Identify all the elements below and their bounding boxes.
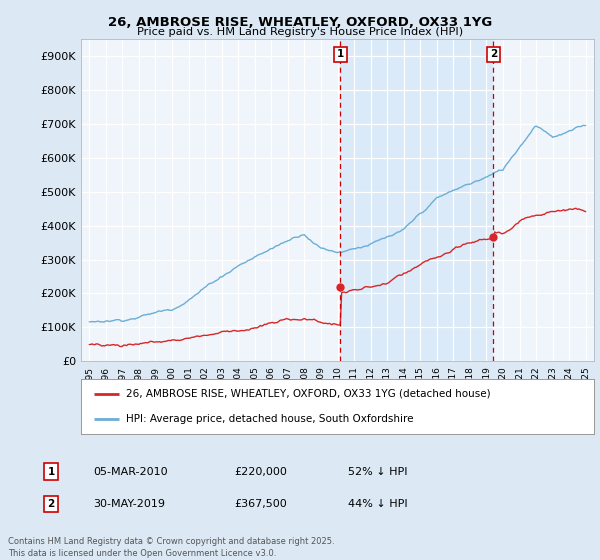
Text: 44% ↓ HPI: 44% ↓ HPI [348, 499, 407, 509]
Text: Contains HM Land Registry data © Crown copyright and database right 2025.
This d: Contains HM Land Registry data © Crown c… [8, 537, 334, 558]
Bar [340, 39, 493, 361]
Text: 1: 1 [337, 49, 344, 59]
Text: 30-MAY-2019: 30-MAY-2019 [93, 499, 165, 509]
Text: 26, AMBROSE RISE, WHEATLEY, OXFORD, OX33 1YG: 26, AMBROSE RISE, WHEATLEY, OXFORD, OX33… [108, 16, 492, 29]
Text: 52% ↓ HPI: 52% ↓ HPI [348, 466, 407, 477]
Text: 26, AMBROSE RISE, WHEATLEY, OXFORD, OX33 1YG (detached house): 26, AMBROSE RISE, WHEATLEY, OXFORD, OX33… [126, 389, 491, 399]
Text: 2: 2 [47, 499, 55, 509]
Text: £220,000: £220,000 [234, 466, 287, 477]
Text: 1: 1 [47, 466, 55, 477]
Text: 05-MAR-2010: 05-MAR-2010 [93, 466, 167, 477]
Text: HPI: Average price, detached house, South Oxfordshire: HPI: Average price, detached house, Sout… [126, 414, 413, 424]
Text: 2: 2 [490, 49, 497, 59]
Text: Price paid vs. HM Land Registry's House Price Index (HPI): Price paid vs. HM Land Registry's House … [137, 27, 463, 37]
Text: £367,500: £367,500 [234, 499, 287, 509]
